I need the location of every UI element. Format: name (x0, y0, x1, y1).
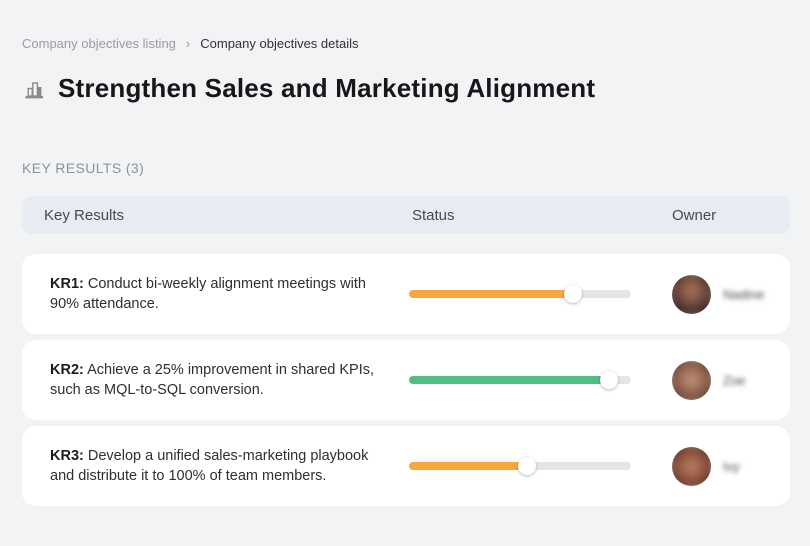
key-result-row[interactable]: KR1: Conduct bi-weekly alignment meeting… (22, 254, 790, 334)
kr-status-cell (408, 285, 672, 303)
page-title-row: Strengthen Sales and Marketing Alignment (22, 73, 790, 104)
progress-knob[interactable] (564, 285, 583, 303)
progress-slider[interactable] (409, 371, 631, 389)
kr-text: Achieve a 25% improvement in shared KPIs… (50, 362, 374, 398)
owner-avatar (672, 360, 711, 400)
kr-owner-cell: Nadine (672, 274, 790, 314)
kr-label: KR3: (50, 448, 84, 464)
kr-description: KR2: Achieve a 25% improvement in shared… (22, 360, 390, 400)
page-title: Strengthen Sales and Marketing Alignment (58, 73, 596, 103)
owner-name: Ivy (723, 458, 740, 474)
chevron-right-icon: › (185, 35, 191, 51)
company-buildings-icon (22, 77, 46, 101)
key-results-count-label: KEY RESULTS (3) (22, 160, 145, 176)
kr-description: KR3: Develop a unified sales-marketing p… (22, 446, 390, 486)
key-result-row[interactable]: KR3: Develop a unified sales-marketing p… (22, 426, 790, 506)
breadcrumb: Company objectives listing › Company obj… (22, 35, 790, 52)
kr-text: Develop a unified sales-marketing playbo… (50, 448, 369, 484)
column-header-owner: Owner (672, 206, 717, 224)
key-results-list: KR1: Conduct bi-weekly alignment meeting… (22, 254, 790, 506)
kr-label: KR2: (50, 362, 84, 378)
kr-owner-cell: Ivy (672, 446, 790, 486)
owner-name: Zoe (723, 372, 746, 388)
key-result-row[interactable]: KR2: Achieve a 25% improvement in shared… (22, 340, 790, 420)
owner-avatar-photo (672, 274, 711, 314)
owner-avatar (672, 274, 711, 314)
kr-status-cell (408, 371, 672, 389)
owner-name: Nadine (723, 286, 765, 302)
table-header: Key Results Status Owner (22, 196, 790, 234)
progress-fill (409, 376, 609, 384)
progress-knob[interactable] (517, 457, 536, 475)
kr-status-cell (408, 457, 672, 475)
breadcrumb-current-objectives-details: Company objectives details (200, 36, 359, 51)
column-header-key-results: Key Results (44, 206, 125, 224)
owner-avatar (672, 446, 711, 486)
progress-fill (409, 462, 527, 470)
kr-owner-cell: Zoe (672, 360, 790, 400)
progress-knob[interactable] (599, 371, 618, 389)
kr-text: Conduct bi-weekly alignment meetings wit… (50, 276, 366, 312)
kr-description: KR1: Conduct bi-weekly alignment meeting… (22, 274, 390, 314)
progress-slider[interactable] (409, 457, 631, 475)
owner-avatar-photo (672, 360, 711, 400)
breadcrumb-link-objectives-listing[interactable]: Company objectives listing (22, 36, 176, 51)
progress-fill (409, 290, 574, 298)
kr-label: KR1: (50, 276, 84, 292)
column-header-status: Status (412, 206, 455, 224)
progress-slider[interactable] (409, 285, 631, 303)
owner-avatar-photo (672, 446, 711, 486)
